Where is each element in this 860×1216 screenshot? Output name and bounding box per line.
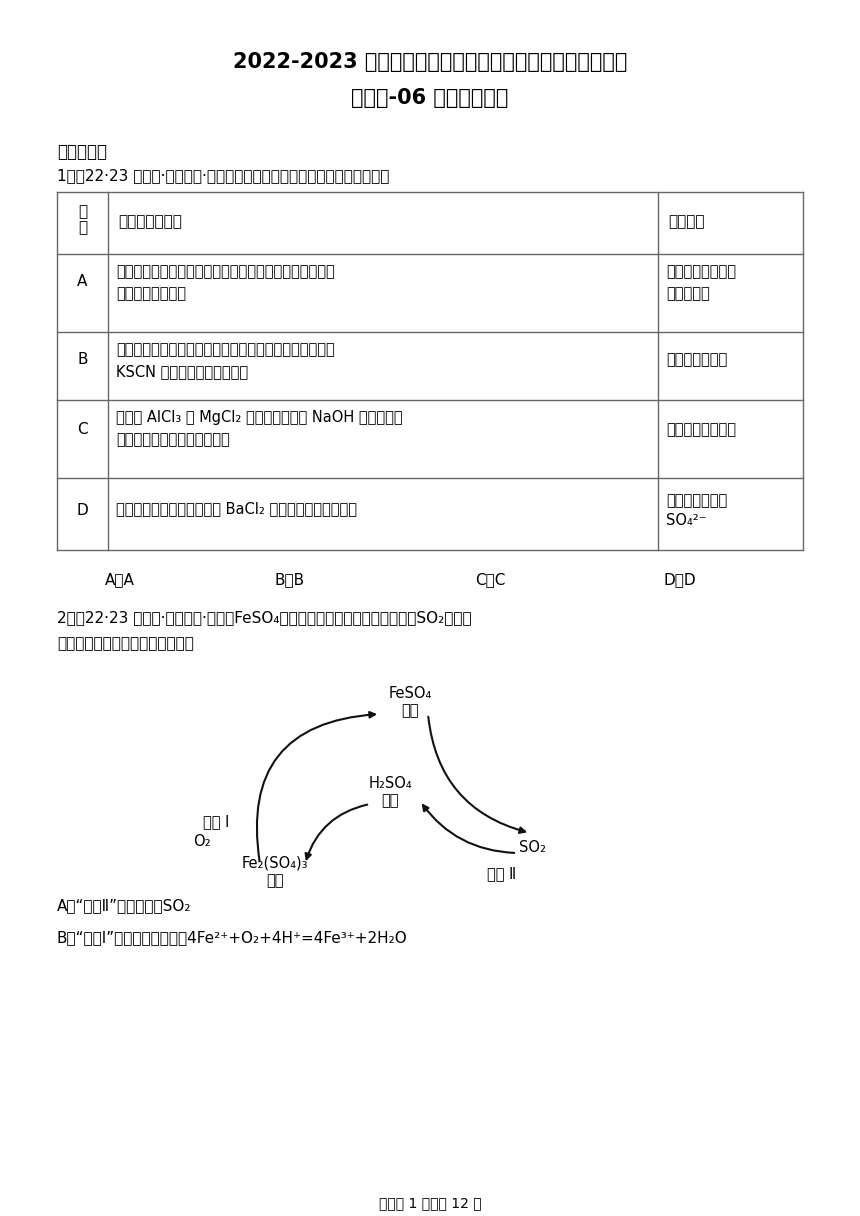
Text: 理如图所示。下列说法不正确的是: 理如图所示。下列说法不正确的是 — [57, 636, 194, 651]
Text: Fe₂(SO₄)₃: Fe₂(SO₄)₃ — [242, 856, 308, 871]
Text: D．D: D．D — [664, 572, 697, 587]
Text: 一、单选题: 一、单选题 — [57, 143, 107, 161]
Text: FeSO₄: FeSO₄ — [389, 686, 432, 700]
Text: 选: 选 — [78, 204, 87, 219]
Text: O₂: O₂ — [193, 834, 211, 849]
Text: B．B: B．B — [275, 572, 305, 587]
Text: 产生的沉淠溶解，后者不溢解: 产生的沉淠溶解，后者不溢解 — [116, 432, 230, 447]
Text: 钒盐和钒盐: 钒盐和钒盐 — [666, 286, 709, 302]
Text: KSCN 溶液，溶液不显血红色: KSCN 溶液，溶液不显血红色 — [116, 364, 249, 379]
Text: SO₂: SO₂ — [519, 840, 546, 855]
Text: C．C: C．C — [475, 572, 505, 587]
Text: 期末》-06 硫与环境保护: 期末》-06 硫与环境保护 — [352, 88, 508, 108]
Text: 2．（22·23 高一上·浙江宁波·期末）FeSO₄溶液可用于脱除烟气中的有害气体SO₂，其原: 2．（22·23 高一上·浙江宁波·期末）FeSO₄溶液可用于脱除烟气中的有害气… — [57, 610, 471, 625]
Text: A．“反应Ⅱ”中还原剂为SO₂: A．“反应Ⅱ”中还原剂为SO₂ — [57, 897, 192, 913]
Text: 蓝色鑴玻璃显紫色: 蓝色鑴玻璃显紫色 — [116, 286, 186, 302]
Text: 镁的金属性强于铝: 镁的金属性强于铝 — [666, 422, 736, 437]
Text: 试卷第 1 页，共 12 页: 试卷第 1 页，共 12 页 — [378, 1197, 482, 1210]
Text: 分别向 AlCl₃ 和 MgCl₂ 溶液中加入过量 NaOH 溶液，前者: 分别向 AlCl₃ 和 MgCl₂ 溶液中加入过量 NaOH 溶液，前者 — [116, 410, 402, 426]
Text: 2022-2023 学年高一化学上学期期末试题汇编《苏教版化学: 2022-2023 学年高一化学上学期期末试题汇编《苏教版化学 — [233, 52, 627, 72]
Text: A: A — [77, 274, 88, 289]
Text: 实验结论: 实验结论 — [668, 214, 704, 229]
FancyArrowPatch shape — [305, 805, 367, 860]
Text: 向某溶液中加入盐酸酸化的 BaCl₂ 溶液，有白色沉淠生成: 向某溶液中加入盐酸酸化的 BaCl₂ 溶液，有白色沉淠生成 — [116, 501, 357, 516]
Text: 1．（22·23 高一上·浙江宁波·期末）根据实验操作现象得出的结论正确的是: 1．（22·23 高一上·浙江宁波·期末）根据实验操作现象得出的结论正确的是 — [57, 168, 390, 182]
Text: 溶液: 溶液 — [402, 703, 419, 717]
Text: 溶液: 溶液 — [267, 873, 284, 888]
Text: B．“反应Ⅰ”的离子方程式为：4Fe²⁺+O₂+4H⁺=4Fe³⁺+2H₂O: B．“反应Ⅰ”的离子方程式为：4Fe²⁺+O₂+4H⁺=4Fe³⁺+2H₂O — [57, 930, 408, 945]
Text: C: C — [77, 422, 88, 437]
Text: 取少量可能被氧化的还原铁粉，加稀盐酸溶解，滴入几滴: 取少量可能被氧化的还原铁粉，加稀盐酸溶解，滴入几滴 — [116, 342, 335, 358]
Text: 用鑰丝蒈取少量某溶液进行焉色试验，有黄色火焰，透过: 用鑰丝蒈取少量某溶液进行焉色试验，有黄色火焰，透过 — [116, 264, 335, 278]
Text: A．A: A．A — [105, 572, 135, 587]
Text: SO₄²⁻: SO₄²⁻ — [666, 513, 707, 528]
Text: 反应 Ⅱ: 反应 Ⅱ — [487, 866, 516, 882]
Text: 该溶液中一定含: 该溶液中一定含 — [666, 492, 728, 508]
FancyArrowPatch shape — [423, 805, 514, 852]
Text: 该溶液中一定含有: 该溶液中一定含有 — [666, 264, 736, 278]
Text: D: D — [77, 503, 89, 518]
Text: H₂SO₄: H₂SO₄ — [368, 776, 412, 790]
FancyArrowPatch shape — [257, 713, 375, 861]
Text: 还原铁粉未变质: 还原铁粉未变质 — [666, 351, 728, 367]
FancyArrowPatch shape — [428, 716, 525, 833]
Text: 实验操作和现象: 实验操作和现象 — [118, 214, 181, 229]
Text: B: B — [77, 351, 88, 367]
Text: 项: 项 — [78, 220, 87, 235]
Text: 反应 Ⅰ: 反应 Ⅰ — [203, 814, 230, 829]
Text: 溶液: 溶液 — [381, 793, 399, 807]
